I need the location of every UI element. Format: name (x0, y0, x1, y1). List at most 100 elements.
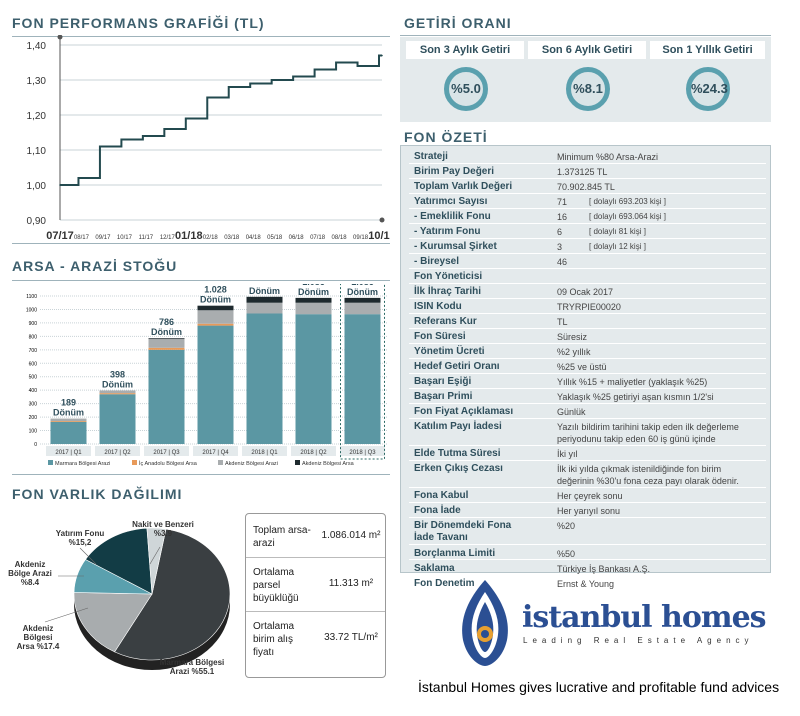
ozet-row-value: Her çeyrek sonu (557, 491, 623, 502)
x-tick-label: 01/18 (175, 230, 203, 240)
x-tick-label: 06/18 (289, 235, 305, 240)
bar-unit-label: Dönüm (298, 287, 329, 297)
ozet-row-label-line2: İade Tavanı (414, 532, 468, 544)
performance-point (166, 128, 169, 130)
pie-label: %15,2 (69, 538, 92, 547)
performance-point (188, 117, 190, 120)
category-label-bg (46, 446, 91, 456)
info-value-toplam: 1.086.014 m² (321, 530, 381, 541)
bar-segment (295, 302, 332, 315)
legend-label: Akdeniz Bölgesi Arazi (225, 461, 278, 467)
ozet-row: Katılım Payı İadesi Yazılı bildirim tarih… (409, 420, 766, 446)
info-row-parsel: Ortalama parsel büyüklüğü 11.313 m² (246, 562, 385, 612)
category-label-bg (144, 446, 189, 456)
x-tick-label: 12/17 (160, 235, 176, 240)
ozet-row: Birim Pay Değeri 1.373125 TL (409, 165, 766, 179)
bar-segment (50, 418, 87, 421)
performance-point (295, 75, 297, 78)
ozet-row-value: Minimum %80 Arsa-Arazi (557, 152, 659, 162)
varlik-title: FON VARLIK DAĞILIMI (12, 486, 183, 502)
y-tick-label: 1,20 (27, 111, 47, 122)
ozet-row-value: 16 (557, 212, 568, 222)
y-tick-label: 1,00 (27, 181, 47, 192)
ozet-row: Başarı Primi Yaklaşık %25 getiriyi aşan k… (409, 390, 766, 404)
x-tick-label: 07/18 (310, 235, 326, 240)
x-axis-dot (379, 217, 385, 223)
ozet-row-value-line2: değerinin %30'u fona ceza payı olarak öd… (557, 476, 739, 487)
ozet-row-label: Fona İade (414, 505, 461, 517)
ozet-row: - Kurumsal Şirket 3 [ dolaylı 12 kişi ] (409, 240, 766, 254)
performance-point (80, 177, 83, 179)
ozet-row-label: Strateji (414, 151, 448, 162)
pie-slice (73, 592, 153, 653)
y-tick-label: 1000 (26, 307, 37, 313)
category-label: 2017 | Q3 (153, 450, 180, 456)
performance-point (123, 138, 126, 141)
info-label-fiyat: Ortalama birim alış fiyatı (253, 621, 295, 658)
brand-name: istanbul homes (522, 600, 767, 635)
ozet-row: - Bireysel 46 (409, 255, 766, 269)
ozet-row-label: Bir Dönemdeki Fona (414, 520, 512, 532)
bar-unit-label: Dönüm (200, 295, 231, 305)
ozet-row-detail: [ dolaylı 693.203 kişi ] (589, 197, 666, 206)
bar-segment (246, 296, 283, 303)
bar-segment (148, 338, 185, 340)
ozet-row-value: Yıllık %15 + maliyetler (yaklaşık %25) (557, 377, 708, 387)
ozet-row: Fona Kabul Her çeyrek sonu (409, 489, 766, 504)
ozet-row: Başarı Eşiği Yıllık %15 + maliyetler (yak… (409, 375, 766, 389)
pie-label: Arazi %55.1 (170, 667, 215, 676)
ozet-row-label: Referans Kur (414, 316, 477, 327)
info-value-fiyat: 33.72 TL/m² (324, 632, 378, 643)
category-label-bg (95, 446, 140, 456)
legend-label: Marmara Bölgesi Arazi (55, 461, 110, 467)
pie-label: Bölgesi (24, 633, 53, 642)
ozet-panel: Strateji Minimum %80 Arsa-Arazi Birim Pay … (400, 145, 771, 591)
legend-swatch (295, 460, 300, 465)
getiri-title: GETİRİ ORANI (404, 15, 512, 31)
x-tick-label: 05/18 (267, 235, 283, 240)
ozet-row-label: Birim Pay Değeri (414, 166, 495, 177)
bar-segment (148, 347, 185, 350)
y-tick-label: 700 (29, 348, 38, 354)
legend-swatch (48, 460, 53, 465)
bar-segment (99, 390, 136, 394)
bar-segment (295, 314, 332, 444)
getiri-label-3ay: Son 3 Aylık Getiri (406, 41, 524, 59)
ozet-row-value: Ernst & Young (557, 578, 615, 589)
getiri-label-1yil: Son 1 Yıllık Getiri (650, 41, 765, 59)
x-tick-label: 11/17 (139, 235, 154, 240)
ozet-row: İlk İhraç Tarihi 09 Ocak 2017 (409, 285, 766, 299)
pie-leader (79, 547, 97, 565)
category-label-bg (291, 446, 336, 456)
y-tick-label: 1,40 (27, 41, 47, 52)
y-tick-label: 400 (29, 388, 38, 394)
bar-value-label: 1.086 (351, 284, 374, 287)
istanbul-homes-logo-icon (462, 580, 508, 666)
stock-title: ARSA - ARAZİ STOĞU (12, 258, 178, 274)
bar-segment (148, 349, 185, 444)
ozet-row-value: 71 (557, 197, 568, 207)
pie-leader (149, 546, 161, 565)
category-label-bg (340, 446, 385, 456)
performance-point (338, 61, 340, 64)
pie-label: Nakit ve Benzeri (132, 520, 194, 529)
bar-unit-label: Dönüm (102, 379, 133, 389)
category-label: 2018 | Q2 (300, 450, 327, 456)
performance-line-chart: 1,40 1,30 1,20 1,10 1,00 0,90 07/17 08/17 09/17 1… (27, 35, 390, 240)
bar-unit-label: Dönüm (151, 327, 182, 337)
bar-segment (295, 297, 332, 303)
x-tick-label: 08/18 (332, 235, 348, 240)
x-tick-label: 09/18 (353, 235, 369, 240)
pie-label: Arsa %17.4 (17, 642, 60, 651)
ozet-row-label: Yönetim Ücreti (414, 346, 485, 357)
ozet-row-value: 6 (557, 227, 563, 237)
pie-label: Bölge Arazi (8, 569, 52, 578)
ozet-row-value: %20 (557, 521, 576, 532)
ozet-row-value: İki yıl (557, 449, 578, 460)
bar-value-label: 786 (159, 317, 174, 327)
getiri-circle-3ay: %5.0 (444, 67, 488, 111)
ozet-row: Referans Kur TL (409, 315, 766, 329)
bar-value-label: 1.086 (302, 284, 325, 287)
x-tick-label: 03/18 (224, 235, 240, 240)
ozet-row-label: Fon Fiyat Açıklaması (414, 406, 514, 417)
